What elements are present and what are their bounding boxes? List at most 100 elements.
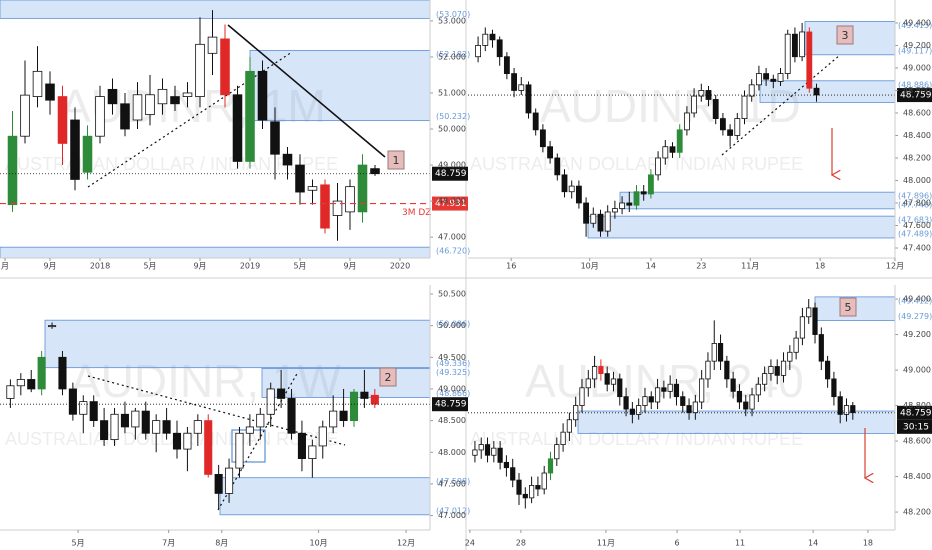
candle-body <box>48 325 57 328</box>
candle-body <box>648 396 654 403</box>
candle-body <box>541 472 547 490</box>
y-tick-label: 49.500 <box>438 353 466 362</box>
candle-body <box>207 36 218 54</box>
candle-body <box>617 378 623 398</box>
y-tick-label: 48.500 <box>438 416 466 425</box>
candle-body <box>711 343 717 362</box>
supply-demand-zone <box>0 246 430 258</box>
price-badge <box>897 405 932 420</box>
candle-body <box>235 432 244 469</box>
candle-body <box>554 444 560 460</box>
x-tick-label: 2019 <box>240 262 260 271</box>
candle-body <box>245 70 255 162</box>
candle-body <box>82 135 93 173</box>
y-tick-label: 48.200 <box>903 153 931 162</box>
candle-body <box>547 146 554 159</box>
candle-body <box>170 96 180 105</box>
candle-body <box>360 391 369 399</box>
x-tick-label: 7月 <box>162 539 175 548</box>
zone-label: (50.086) <box>436 320 470 329</box>
candle-body <box>32 70 43 97</box>
candle-body <box>774 366 780 376</box>
candle-body <box>370 168 380 175</box>
candle-body <box>45 83 55 101</box>
trendline <box>87 51 293 188</box>
zone-label: (49.336) <box>436 359 470 368</box>
x-tick-label: 11月 <box>597 539 615 548</box>
x-tick-label: 18 <box>863 539 873 548</box>
last-price: 48.759 <box>435 400 467 410</box>
candle-body <box>619 202 626 210</box>
zone-label: (46.720) <box>436 247 470 256</box>
x-tick-label: 14 <box>808 539 818 548</box>
candle-body <box>698 90 705 97</box>
zone-label: (49.412) <box>898 296 932 305</box>
zone-label: (47.896) <box>898 192 932 201</box>
candle-body <box>496 39 503 58</box>
candle-body <box>6 385 15 399</box>
y-tick-label: 48.000 <box>903 176 931 185</box>
candle-body <box>535 485 541 490</box>
candle-body <box>297 432 306 459</box>
candle-body <box>547 458 554 474</box>
candle-body <box>647 174 654 195</box>
x-tick-label: 10月 <box>581 262 599 271</box>
candle-body <box>204 420 213 475</box>
candle-body <box>799 316 806 339</box>
candle-body <box>763 73 770 80</box>
candle-body <box>610 378 617 385</box>
candle-body <box>475 45 482 58</box>
candle-body <box>472 449 478 456</box>
candle-body <box>79 401 88 415</box>
y-tick-label: 48.000 <box>438 448 466 457</box>
candle-body <box>120 413 129 428</box>
candle-body <box>831 378 837 398</box>
candle-body <box>691 95 698 114</box>
candle-body <box>590 213 597 224</box>
supply-demand-zone <box>249 49 430 122</box>
candle-body <box>100 420 109 440</box>
candle-body <box>145 94 155 115</box>
y-tick-label: 49.000 <box>903 63 931 72</box>
candle-body <box>37 356 46 390</box>
symbol-description: AUSTRALIAN DOLLAR / INDIAN RUPEE <box>470 154 803 174</box>
candle-body <box>516 479 522 495</box>
chart-panel: AUDINR, 1W AUSTRALIAN DOLLAR / INDIAN RUP… <box>0 285 470 548</box>
candle-body <box>654 387 661 403</box>
candle-body <box>214 474 223 494</box>
candle-body <box>597 213 604 232</box>
y-tick-label: 48.200 <box>903 508 931 517</box>
candle-body <box>58 356 67 390</box>
candle-body <box>741 95 748 119</box>
candle-body <box>719 118 726 131</box>
supply-demand-zone <box>44 319 430 369</box>
candle-body <box>642 396 648 406</box>
zone-label: (47.598) <box>436 477 470 486</box>
candle-body <box>277 388 286 399</box>
candle-body <box>611 208 618 213</box>
candle-body <box>522 493 528 499</box>
candle-body <box>629 408 635 415</box>
x-tick-label: 2020 <box>390 262 410 271</box>
candle-body <box>755 383 761 396</box>
candle-body <box>724 360 730 380</box>
candle-body <box>686 405 692 414</box>
candle-body <box>489 33 496 41</box>
candle-body <box>770 78 777 82</box>
zone-label: (47.683) <box>898 216 932 225</box>
note-label: 3 <box>842 29 849 42</box>
zone-label: (49.413) <box>898 21 932 30</box>
candle-body <box>162 420 171 434</box>
candle-body <box>256 413 265 428</box>
candle-body <box>491 447 497 456</box>
note-badge <box>379 367 397 387</box>
candle-body <box>560 431 566 446</box>
candle-body <box>812 307 818 335</box>
y-tick-label: 49.400 <box>903 18 931 27</box>
candle-body <box>157 88 168 105</box>
zone-label: (48.886) <box>898 80 932 89</box>
candle-body <box>68 388 77 415</box>
candle-body <box>245 426 254 434</box>
last-price: 48.759 <box>435 169 467 179</box>
y-tick-label: 48.400 <box>903 472 931 481</box>
